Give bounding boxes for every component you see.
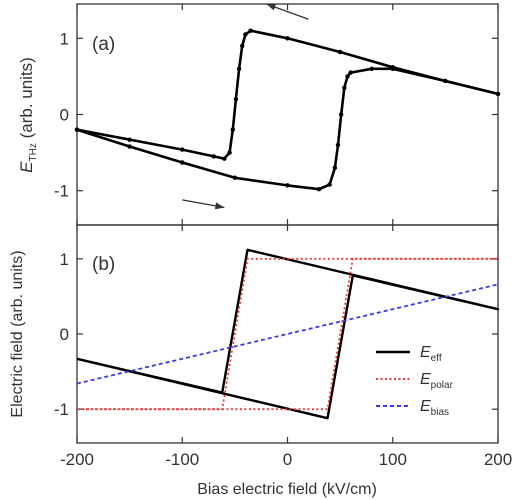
panel-b-series-1	[77, 257, 499, 411]
legend-label-eff: Eeff	[420, 344, 442, 364]
panel-b-series-0	[76, 248, 500, 420]
panel-a-data-point	[285, 183, 290, 188]
panel-b-label: (b)	[92, 254, 115, 275]
panel-a-data-point	[180, 160, 185, 165]
panel-a-label: (a)	[92, 34, 115, 55]
panel-a-data-point	[316, 186, 322, 192]
panel-a-ytick-label: -1	[54, 182, 69, 201]
panel-a-data-point	[390, 66, 395, 71]
panel-a-ylabel-rest: (arb. units)	[17, 57, 36, 143]
panel-a-data-point	[233, 97, 239, 102]
legend: Eeff Epolar Ebias	[376, 344, 454, 418]
panel-a-yticks: -1 0 1	[54, 4, 499, 225]
panel-b-series	[76, 248, 500, 420]
panel-a-data-point	[232, 175, 238, 180]
panel-b-ylabel: Electric field (arb. units)	[9, 250, 26, 417]
legend-eff-sub: eff	[431, 353, 442, 364]
panel-b-ytick-label: 1	[60, 250, 69, 269]
panel-a-data-point	[236, 66, 242, 71]
panel-b-series-2	[76, 283, 499, 385]
panel-a-data-point	[240, 43, 245, 49]
panel-a-ytick-label: 1	[60, 29, 69, 48]
panel-a-data-point	[345, 74, 350, 79]
panel-a-data-point	[337, 49, 343, 55]
xtick-label: 200	[484, 450, 512, 469]
panel-a-data-point	[127, 144, 132, 149]
panel-a-data-point	[335, 142, 341, 148]
panel-a-series-1	[76, 67, 499, 191]
panel-a-data-point	[180, 147, 185, 152]
panel-a-data-point	[332, 165, 338, 171]
sweep-arrow-head	[266, 3, 277, 11]
panel-b: (b) -1 0 1 -200 -100 0 100 200 Electric field (…	[9, 224, 512, 498]
x-axis-label: Bias electric field (kV/cm)	[197, 481, 377, 498]
panel-a-data-point	[127, 137, 132, 142]
xtick-label: 0	[283, 450, 292, 469]
xtick-label: -200	[60, 450, 94, 469]
sweep-arrow-head	[214, 202, 225, 210]
legend-polar-main: E	[420, 371, 431, 388]
panel-a-data-point	[243, 32, 248, 37]
panel-a-data-point	[248, 28, 253, 33]
panel-a: (a) -1 0 1 ETHz (arb. units)	[17, 3, 501, 226]
panel-a-series	[74, 28, 501, 192]
panel-b-ytick-label: -1	[54, 400, 69, 419]
panel-a-data-point	[230, 127, 235, 132]
xtick-label: -100	[165, 450, 199, 469]
panel-a-ylabel-sub: THz	[28, 143, 39, 161]
panel-a-data-point	[227, 150, 232, 155]
panel-a-arrows	[182, 3, 309, 210]
panel-a-data-point	[443, 78, 448, 84]
panel-a-data-point	[348, 70, 353, 75]
panel-a-data-point	[211, 154, 217, 159]
legend-label-bias: Ebias	[420, 398, 449, 418]
xtick-label: 100	[379, 450, 407, 469]
panel-a-data-point	[74, 127, 80, 132]
panel-b-ticks: -1 0 1 -200 -100 0 100 200	[54, 225, 512, 469]
panel-a-ylabel: ETHz (arb. units)	[17, 57, 39, 173]
legend-eff-main: E	[420, 344, 431, 361]
legend-bias-main: E	[420, 398, 431, 415]
panel-a-data-point	[338, 112, 344, 117]
panel-a-series-0	[76, 29, 499, 160]
panel-a-data-point	[342, 85, 347, 91]
panel-a-data-point	[327, 182, 332, 187]
panel-a-data-point	[285, 36, 290, 41]
legend-label-polar: Epolar	[420, 371, 454, 391]
legend-bias-sub: bias	[431, 407, 449, 418]
panel-a-ytick-label: 0	[60, 106, 69, 125]
panel-b-ytick-label: 0	[60, 325, 69, 344]
legend-polar-sub: polar	[431, 380, 454, 391]
panel-a-data-point	[495, 91, 501, 97]
panel-a-ylabel-main: E	[17, 161, 36, 173]
panel-a-data-point	[222, 156, 227, 161]
panel-a-data-point	[369, 66, 374, 71]
